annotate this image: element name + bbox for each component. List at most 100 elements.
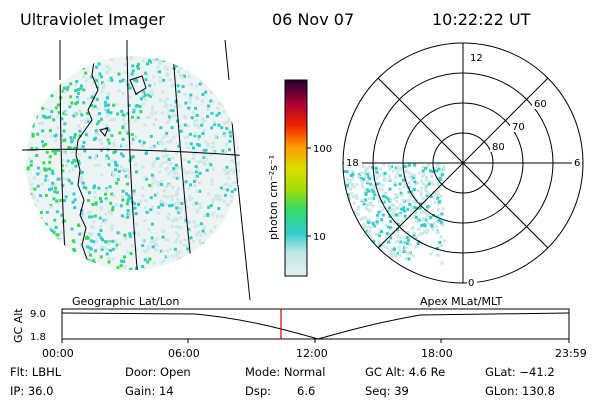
emission-pixel	[378, 200, 382, 204]
emission-pixel	[210, 126, 214, 130]
emission-pixel	[425, 221, 429, 225]
emission-pixel	[350, 250, 354, 254]
emission-pixel	[374, 249, 378, 253]
emission-pixel	[126, 175, 130, 179]
emission-pixel	[30, 182, 34, 186]
emission-pixel	[106, 92, 110, 96]
emission-pixel	[417, 227, 421, 230]
emission-pixel	[136, 90, 140, 94]
time-tick-label: 12:00	[296, 347, 328, 360]
emission-pixel	[134, 163, 137, 166]
emission-pixel	[432, 191, 436, 195]
emission-pixel	[230, 99, 234, 103]
emission-pixel	[374, 166, 378, 170]
emission-pixel	[349, 217, 353, 221]
emission-pixel	[382, 194, 386, 198]
emission-pixel	[154, 111, 158, 115]
emission-pixel	[117, 269, 121, 270]
emission-pixel	[115, 163, 119, 167]
emission-pixel	[392, 203, 396, 207]
emission-pixel	[367, 221, 371, 225]
emission-pixel	[51, 181, 55, 185]
emission-pixel	[382, 244, 386, 248]
emission-pixel	[393, 197, 397, 201]
emission-pixel	[209, 99, 213, 103]
emission-pixel	[395, 200, 399, 203]
emission-pixel	[233, 188, 237, 191]
emission-pixel	[50, 240, 54, 244]
emission-pixel	[177, 211, 181, 215]
emission-pixel	[238, 226, 240, 230]
emission-pixel	[119, 264, 123, 268]
emission-pixel	[93, 155, 97, 158]
emission-pixel	[229, 134, 233, 138]
emission-pixel	[139, 199, 142, 203]
emission-pixel	[151, 145, 155, 149]
emission-pixel	[355, 247, 359, 251]
emission-pixel	[123, 167, 127, 171]
emission-pixel	[197, 125, 201, 129]
emission-pixel	[133, 119, 137, 122]
emission-pixel	[63, 122, 67, 126]
emission-pixel	[26, 59, 30, 63]
emission-pixel	[130, 156, 133, 160]
emission-pixel	[419, 190, 423, 194]
emission-pixel	[199, 78, 203, 82]
emission-pixel	[356, 262, 360, 266]
emission-pixel	[184, 135, 188, 139]
emission-pixel	[232, 98, 236, 102]
emission-pixel	[349, 174, 353, 177]
emission-pixel	[222, 72, 226, 76]
emission-pixel	[93, 195, 97, 199]
emission-pixel	[190, 62, 194, 66]
emission-pixel	[57, 103, 61, 107]
emission-pixel	[222, 75, 226, 79]
emission-pixel	[211, 62, 215, 66]
emission-pixel	[235, 217, 239, 221]
emission-pixel	[70, 140, 74, 144]
emission-pixel	[67, 262, 71, 266]
emission-pixel	[156, 70, 160, 74]
emission-pixel	[239, 256, 240, 260]
emission-pixel	[348, 208, 352, 212]
emission-pixel	[191, 157, 195, 161]
emission-pixel	[47, 91, 51, 95]
emission-pixel	[74, 239, 77, 243]
emission-pixel	[382, 200, 386, 204]
emission-pixel	[31, 122, 35, 126]
emission-pixel	[92, 92, 96, 96]
emission-pixel	[343, 247, 347, 251]
emission-pixel	[424, 218, 428, 222]
emission-pixel	[211, 247, 215, 251]
emission-pixel	[369, 202, 373, 206]
emission-pixel	[358, 173, 361, 177]
emission-pixel	[169, 104, 172, 107]
meridian-line-outside	[224, 39, 230, 81]
emission-pixel	[387, 212, 391, 216]
emission-pixel	[215, 194, 219, 198]
emission-pixel	[391, 211, 395, 215]
emission-pixel	[367, 241, 371, 245]
emission-pixel	[227, 171, 230, 175]
emission-pixel	[146, 62, 149, 66]
emission-pixel	[157, 205, 161, 209]
emission-pixel	[26, 166, 30, 170]
emission-pixel	[416, 181, 420, 185]
emission-pixel	[82, 88, 86, 92]
emission-pixel	[226, 223, 230, 227]
emission-pixel	[201, 117, 205, 121]
emission-pixel	[416, 208, 419, 212]
emission-pixel	[170, 195, 174, 198]
emission-pixel	[403, 235, 407, 239]
emission-pixel	[194, 106, 198, 110]
emission-pixel	[421, 175, 424, 178]
emission-pixel	[88, 215, 91, 219]
time-tick-label: 06:00	[168, 347, 200, 360]
emission-pixel	[210, 182, 214, 185]
emission-pixel	[227, 169, 231, 173]
emission-pixel	[112, 103, 116, 107]
emission-pixel	[189, 142, 193, 146]
emission-pixel	[149, 134, 153, 138]
emission-pixel	[150, 112, 154, 116]
emission-pixel	[154, 117, 158, 121]
